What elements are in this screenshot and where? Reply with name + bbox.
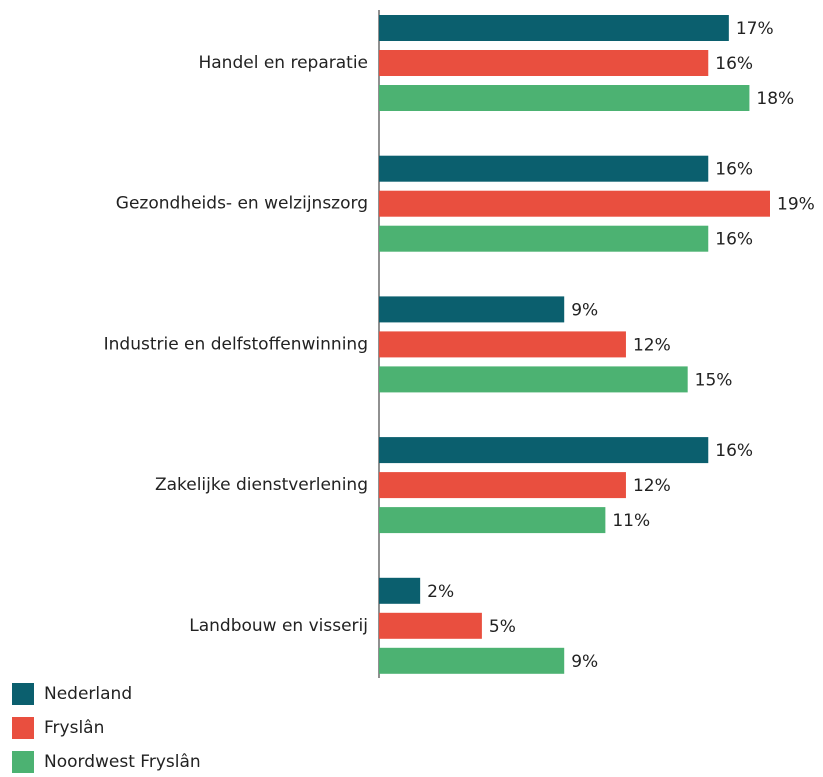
bar xyxy=(379,366,688,393)
category-label: Handel en reparatie xyxy=(198,53,368,73)
bar xyxy=(379,296,565,323)
legend-label: Fryslân xyxy=(44,718,104,738)
value-label: 15% xyxy=(695,370,733,390)
value-label: 19% xyxy=(777,195,815,215)
bar xyxy=(379,647,565,674)
legend-swatch xyxy=(12,751,34,773)
value-label: 12% xyxy=(633,476,671,496)
legend-swatch xyxy=(12,717,34,739)
value-label: 16% xyxy=(715,54,753,74)
bar xyxy=(379,15,729,41)
bar xyxy=(379,472,626,499)
legend-label: Nederland xyxy=(44,684,132,704)
value-label: 11% xyxy=(612,511,650,531)
bar xyxy=(379,507,606,534)
bar xyxy=(379,50,709,76)
value-label: 17% xyxy=(736,19,774,39)
value-label: 12% xyxy=(633,335,671,355)
bar xyxy=(379,225,709,252)
value-label: 16% xyxy=(715,160,753,180)
value-label: 18% xyxy=(756,89,794,109)
bar xyxy=(379,577,421,604)
category-label: Gezondheids- en welzijnszorg xyxy=(116,194,368,214)
bar xyxy=(379,437,709,464)
value-label: 16% xyxy=(715,441,753,461)
legend-swatch xyxy=(12,683,34,705)
bar xyxy=(379,612,482,639)
value-label: 5% xyxy=(489,617,516,637)
bar xyxy=(379,190,770,217)
value-label: 9% xyxy=(571,652,598,672)
bar xyxy=(379,155,709,182)
value-label: 2% xyxy=(427,582,454,602)
legend-label: Noordwest Fryslân xyxy=(44,752,201,772)
category-label: Landbouw en visserij xyxy=(189,616,368,636)
value-label: 9% xyxy=(571,300,598,320)
bar xyxy=(379,85,750,111)
category-label: Zakelijke dienstverlening xyxy=(155,475,368,495)
value-label: 16% xyxy=(715,230,753,250)
bar xyxy=(379,331,626,358)
category-label: Industrie en delfstoffenwinning xyxy=(104,334,368,354)
